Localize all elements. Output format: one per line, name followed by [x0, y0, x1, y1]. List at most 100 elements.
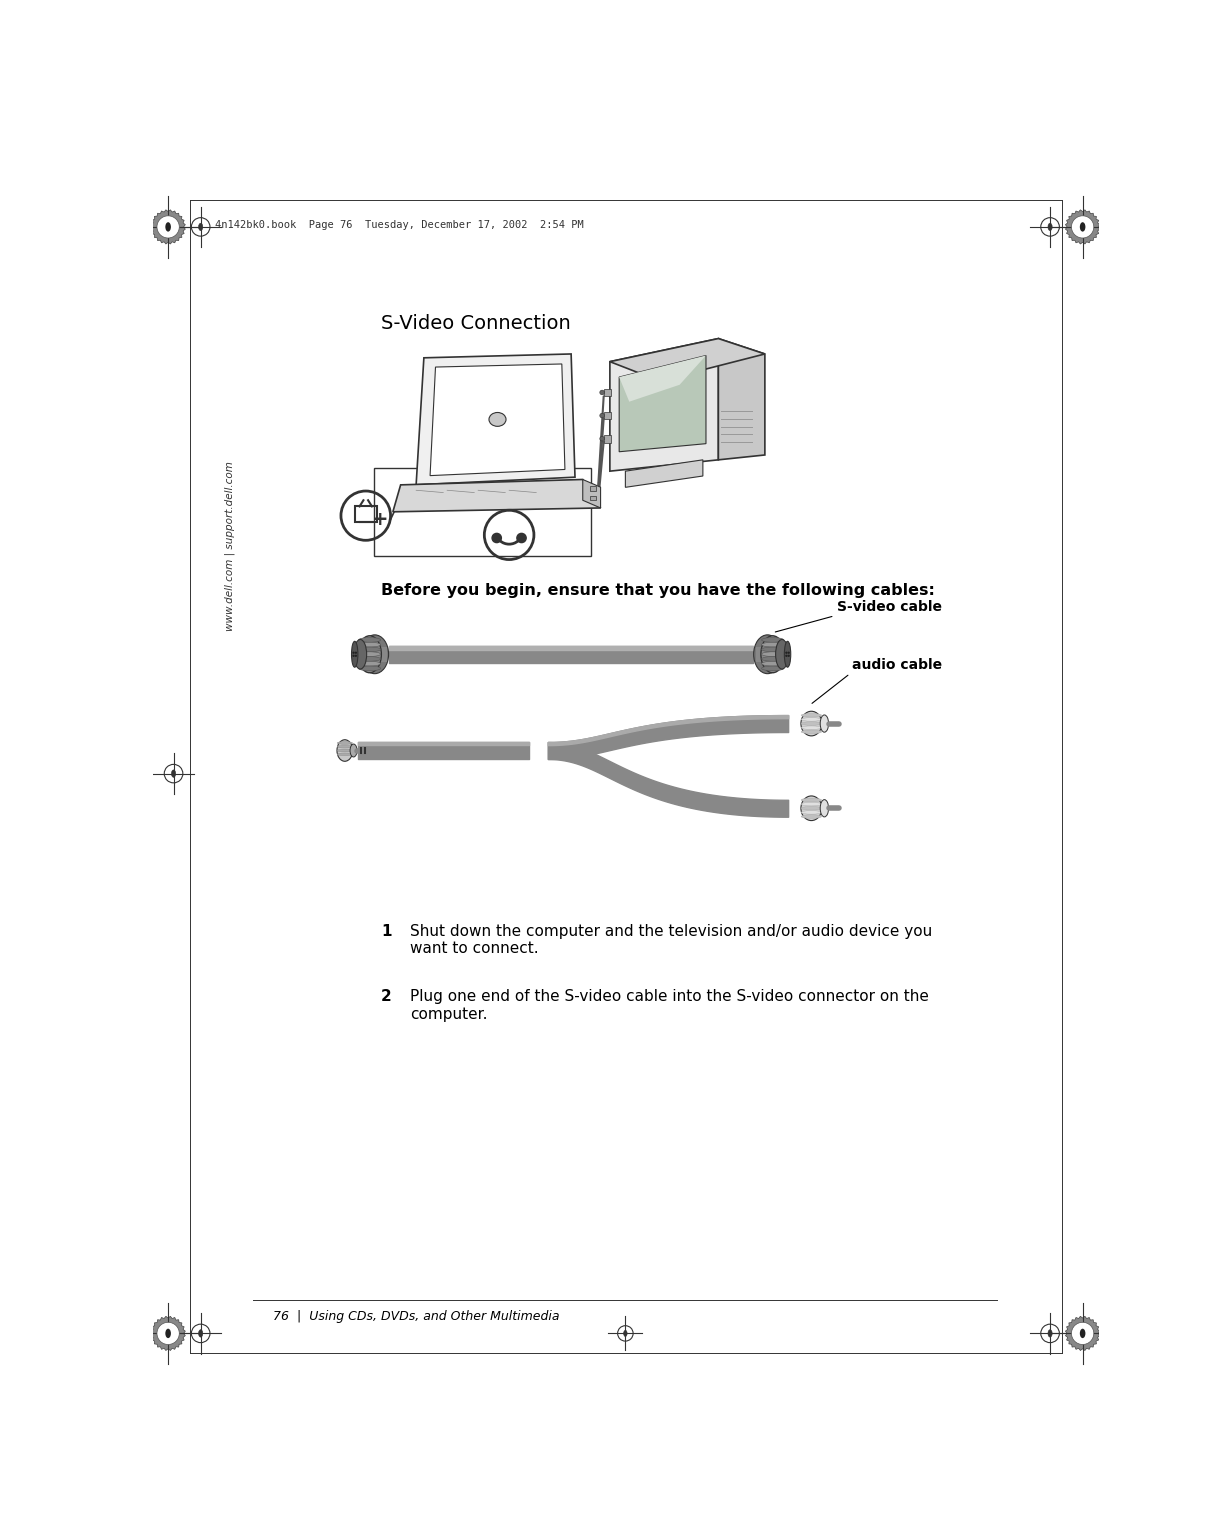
Ellipse shape: [762, 638, 784, 643]
Polygon shape: [609, 338, 764, 381]
Circle shape: [158, 215, 179, 238]
Ellipse shape: [762, 657, 784, 661]
Ellipse shape: [624, 1330, 628, 1337]
Ellipse shape: [821, 800, 829, 817]
Ellipse shape: [359, 638, 381, 643]
Text: 2: 2: [381, 989, 392, 1004]
Ellipse shape: [801, 806, 822, 811]
Ellipse shape: [801, 718, 822, 721]
Circle shape: [516, 534, 526, 543]
Text: 1: 1: [381, 924, 392, 938]
Circle shape: [492, 534, 502, 543]
Ellipse shape: [801, 811, 822, 814]
Circle shape: [355, 655, 357, 657]
Ellipse shape: [165, 221, 171, 232]
Ellipse shape: [784, 641, 791, 667]
Ellipse shape: [337, 746, 353, 747]
Ellipse shape: [359, 643, 381, 647]
Ellipse shape: [165, 1329, 171, 1338]
Ellipse shape: [801, 815, 822, 818]
Bar: [756, 646, 775, 661]
Polygon shape: [619, 355, 706, 401]
Ellipse shape: [352, 641, 358, 667]
Polygon shape: [625, 460, 703, 488]
Polygon shape: [430, 365, 565, 475]
Polygon shape: [609, 338, 718, 471]
Ellipse shape: [199, 1330, 203, 1337]
Circle shape: [600, 414, 604, 418]
Ellipse shape: [359, 647, 381, 652]
Text: Shut down the computer and the television and/or audio device you
want to connec: Shut down the computer and the televisio…: [410, 924, 932, 957]
Circle shape: [1072, 215, 1094, 238]
Text: Plug one end of the S-video cable into the S-video connector on the
computer.: Plug one end of the S-video cable into t…: [410, 989, 929, 1021]
Ellipse shape: [337, 749, 353, 752]
Polygon shape: [151, 209, 186, 245]
Circle shape: [788, 655, 790, 657]
Polygon shape: [718, 338, 764, 460]
Polygon shape: [393, 480, 601, 512]
Circle shape: [353, 655, 355, 657]
Ellipse shape: [762, 661, 784, 666]
Ellipse shape: [801, 798, 822, 801]
Polygon shape: [151, 1317, 186, 1350]
Ellipse shape: [762, 643, 784, 647]
Bar: [603, 412, 612, 420]
Circle shape: [785, 652, 788, 654]
Ellipse shape: [762, 647, 784, 652]
Ellipse shape: [762, 637, 784, 672]
Ellipse shape: [359, 657, 381, 661]
Ellipse shape: [359, 637, 380, 672]
Ellipse shape: [1048, 1330, 1053, 1337]
Polygon shape: [416, 354, 575, 484]
Ellipse shape: [821, 715, 829, 732]
Bar: [374, 468, 591, 557]
Ellipse shape: [801, 803, 822, 806]
Ellipse shape: [337, 741, 353, 744]
Ellipse shape: [199, 223, 203, 231]
Text: S-Video Connection: S-Video Connection: [381, 314, 571, 332]
Text: audio cable: audio cable: [852, 658, 943, 672]
Circle shape: [158, 1323, 179, 1344]
Ellipse shape: [762, 652, 784, 657]
Ellipse shape: [801, 711, 822, 735]
Polygon shape: [1066, 209, 1100, 245]
Ellipse shape: [762, 666, 784, 671]
Circle shape: [353, 652, 355, 654]
Ellipse shape: [801, 797, 822, 821]
Bar: [590, 495, 596, 500]
Bar: [355, 506, 376, 521]
Text: 4n142bk0.book  Page 76  Tuesday, December 17, 2002  2:54 PM: 4n142bk0.book Page 76 Tuesday, December …: [215, 220, 584, 229]
Ellipse shape: [761, 635, 784, 672]
Ellipse shape: [359, 652, 381, 657]
Ellipse shape: [753, 635, 781, 674]
Text: S-video cable: S-video cable: [836, 600, 941, 614]
Ellipse shape: [488, 412, 505, 426]
Ellipse shape: [359, 666, 381, 671]
Ellipse shape: [337, 754, 353, 755]
Text: Before you begin, ensure that you have the following cables:: Before you begin, ensure that you have t…: [381, 583, 935, 598]
Text: +: +: [371, 511, 388, 529]
Ellipse shape: [337, 740, 353, 761]
Bar: [590, 486, 596, 491]
Ellipse shape: [1079, 1329, 1085, 1338]
Polygon shape: [582, 480, 601, 508]
Ellipse shape: [801, 714, 822, 717]
Circle shape: [785, 655, 788, 657]
Bar: [603, 435, 612, 443]
Ellipse shape: [801, 731, 822, 734]
Ellipse shape: [775, 640, 789, 669]
Ellipse shape: [361, 635, 388, 674]
Polygon shape: [619, 355, 706, 452]
Ellipse shape: [801, 726, 822, 729]
Ellipse shape: [801, 721, 822, 726]
Polygon shape: [1066, 1317, 1100, 1350]
Ellipse shape: [359, 661, 381, 666]
Circle shape: [600, 437, 604, 441]
Circle shape: [600, 391, 604, 395]
Ellipse shape: [350, 744, 357, 757]
Circle shape: [788, 652, 790, 654]
Bar: [368, 646, 387, 661]
Ellipse shape: [1048, 223, 1053, 231]
Ellipse shape: [171, 771, 176, 777]
Ellipse shape: [358, 635, 381, 672]
